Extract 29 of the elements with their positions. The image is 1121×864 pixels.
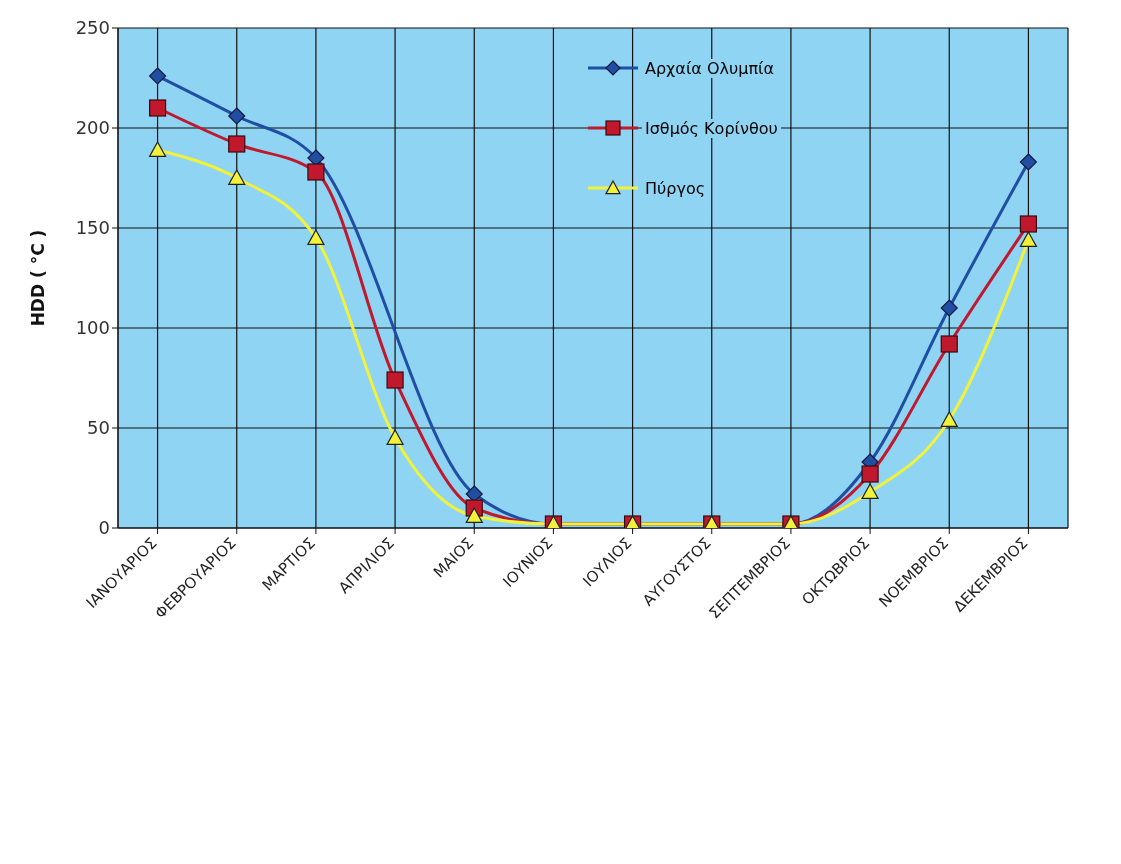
legend-label: Αρχαία Ολυμπία [642, 58, 778, 78]
point [228, 107, 246, 125]
point [228, 135, 246, 153]
y-axis-title: HDD ( °C ) [28, 229, 49, 327]
point [307, 229, 325, 245]
point [1019, 153, 1038, 171]
point [1019, 215, 1038, 233]
y-tick-label: 100 [75, 317, 110, 339]
point [940, 335, 958, 353]
point [940, 299, 958, 317]
point [148, 141, 167, 157]
point [1019, 231, 1038, 247]
point [307, 163, 325, 181]
point [386, 371, 404, 389]
point [861, 483, 879, 499]
point [148, 67, 167, 85]
point [228, 169, 246, 185]
legend-label: Πύργος [642, 178, 709, 198]
point [940, 411, 958, 427]
legend-label: Ισθμός Κορίνθου [642, 118, 781, 138]
y-tick-label: 150 [75, 217, 110, 239]
y-tick-label: 50 [87, 417, 110, 439]
point [148, 99, 167, 117]
point [465, 507, 483, 523]
y-tick-label: 200 [75, 117, 110, 139]
point [386, 429, 404, 445]
y-tick-label: 0 [98, 517, 110, 539]
y-tick-label: 250 [75, 17, 110, 39]
point [861, 465, 879, 483]
